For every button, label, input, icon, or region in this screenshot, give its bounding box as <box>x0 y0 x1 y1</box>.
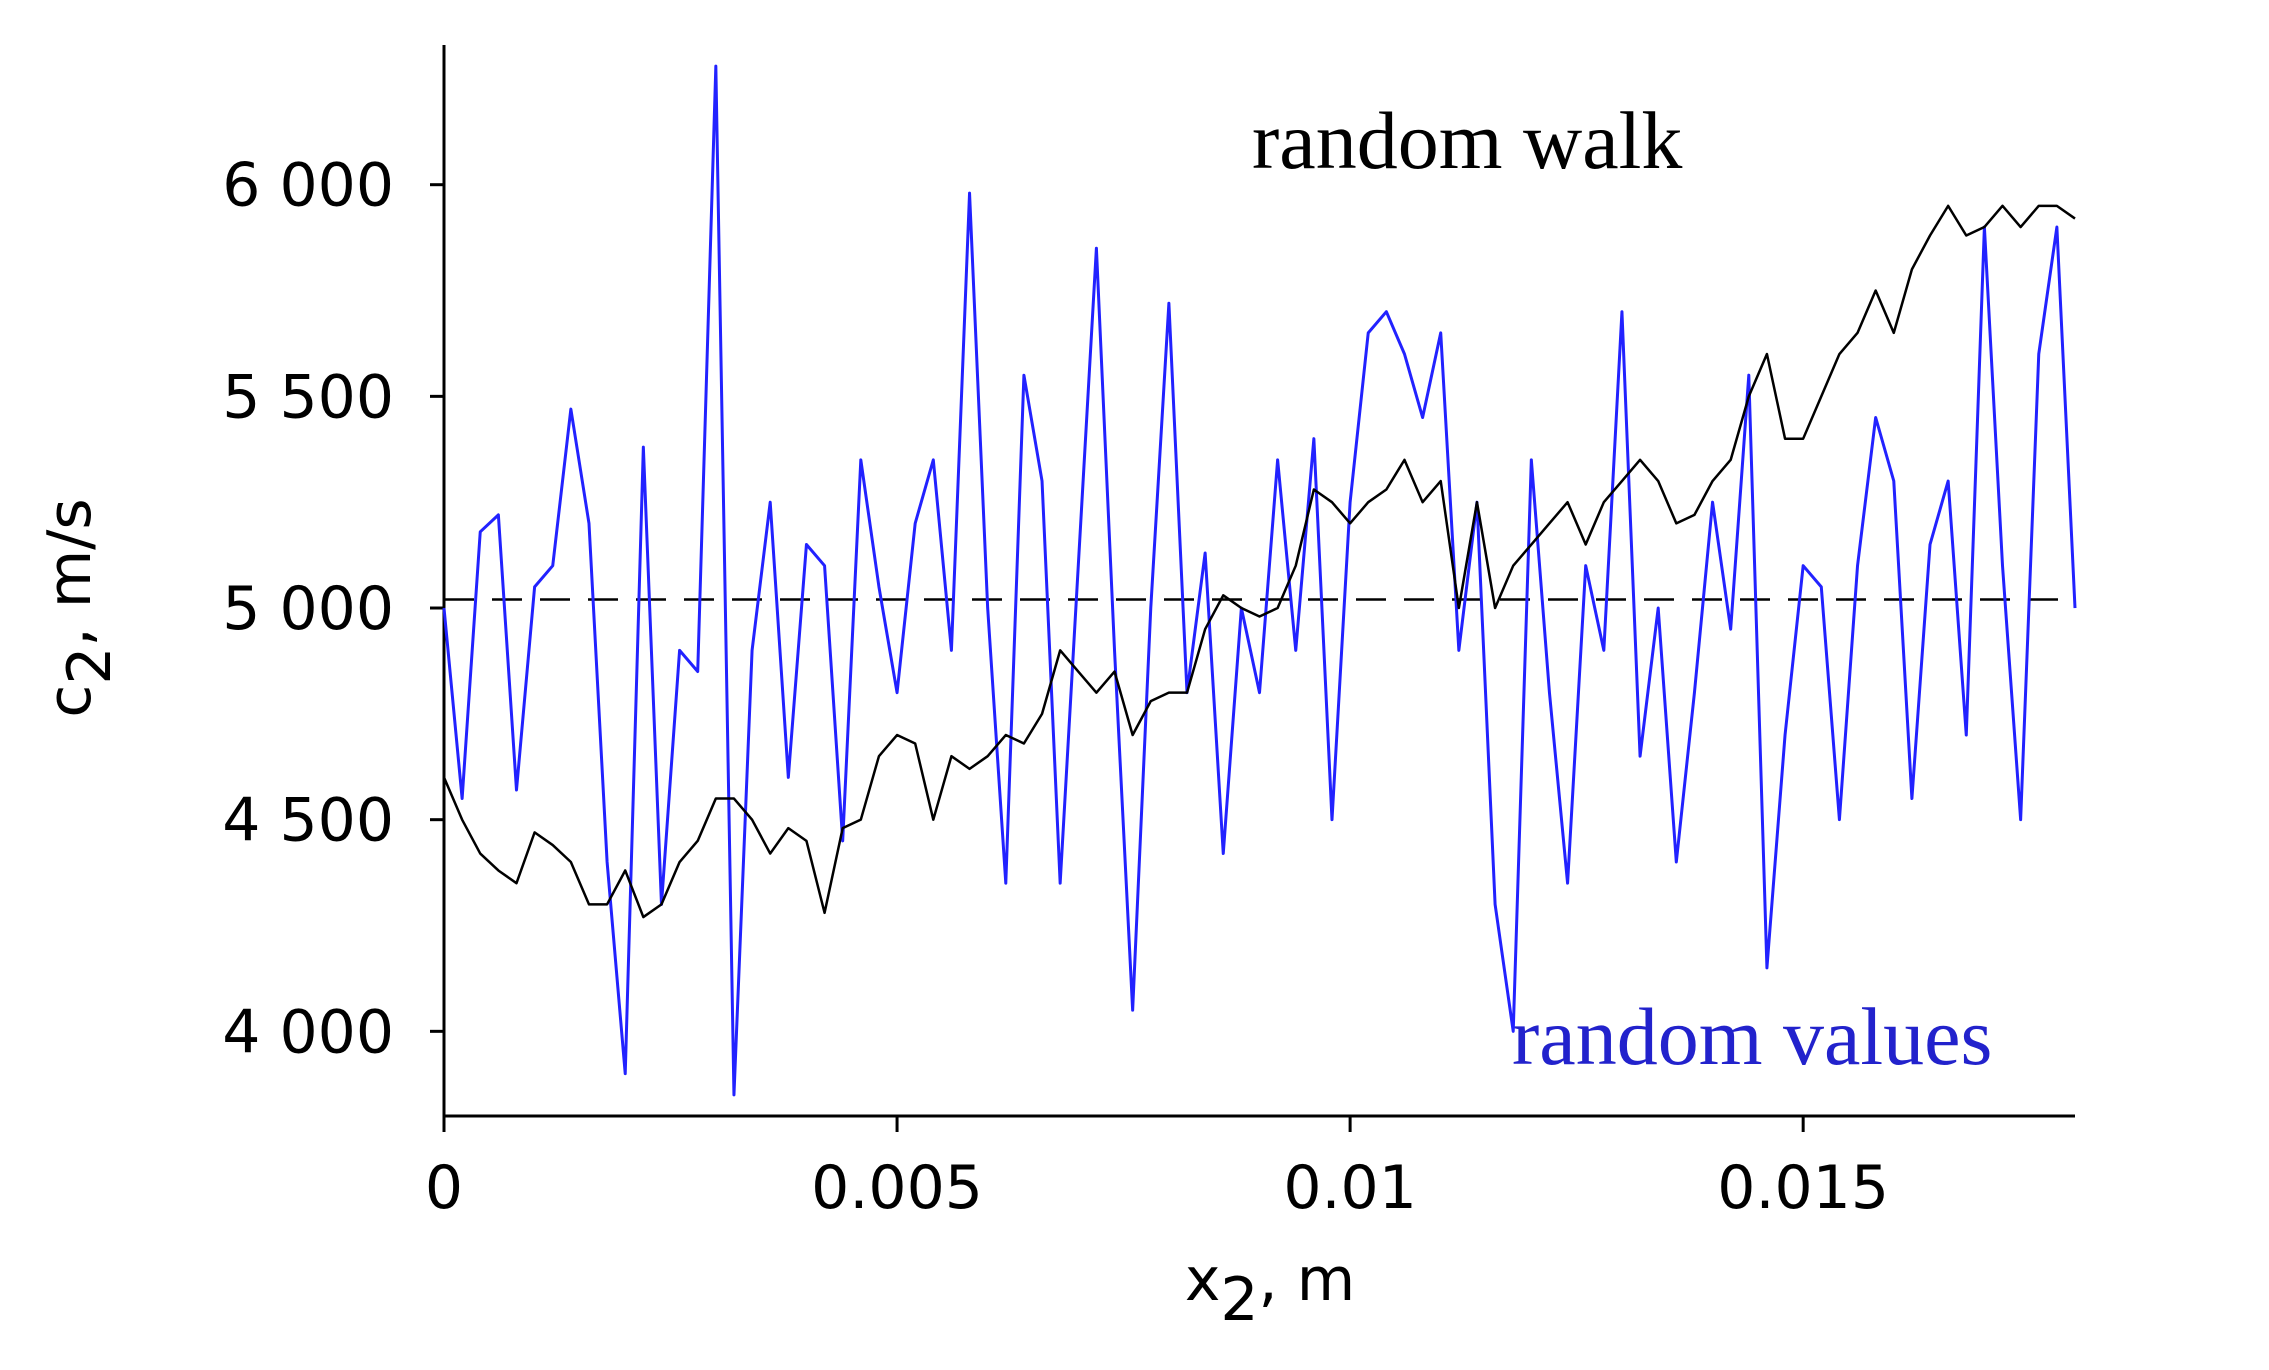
y-tick-label: 5 000 <box>222 574 394 644</box>
x-tick-label: 0.015 <box>1717 1153 1889 1223</box>
data-line <box>442 64 2077 1097</box>
x-tick-label: 0.01 <box>1283 1153 1417 1223</box>
y-axis-label: c2, m/s <box>35 498 125 717</box>
y-tick-label: 4 000 <box>222 997 394 1067</box>
series-label: random values <box>1512 991 1992 1082</box>
series-label: random walk <box>1252 95 1682 186</box>
y-tick-label: 4 500 <box>222 786 394 856</box>
y-tick-label: 5 500 <box>222 362 394 432</box>
x-axis-label: x2, m <box>1185 1245 1355 1335</box>
x-tick-label: 0 <box>425 1153 463 1223</box>
data-line <box>442 204 2076 919</box>
x-tick-label: 0.005 <box>811 1153 983 1223</box>
y-tick-label: 6 000 <box>222 151 394 221</box>
